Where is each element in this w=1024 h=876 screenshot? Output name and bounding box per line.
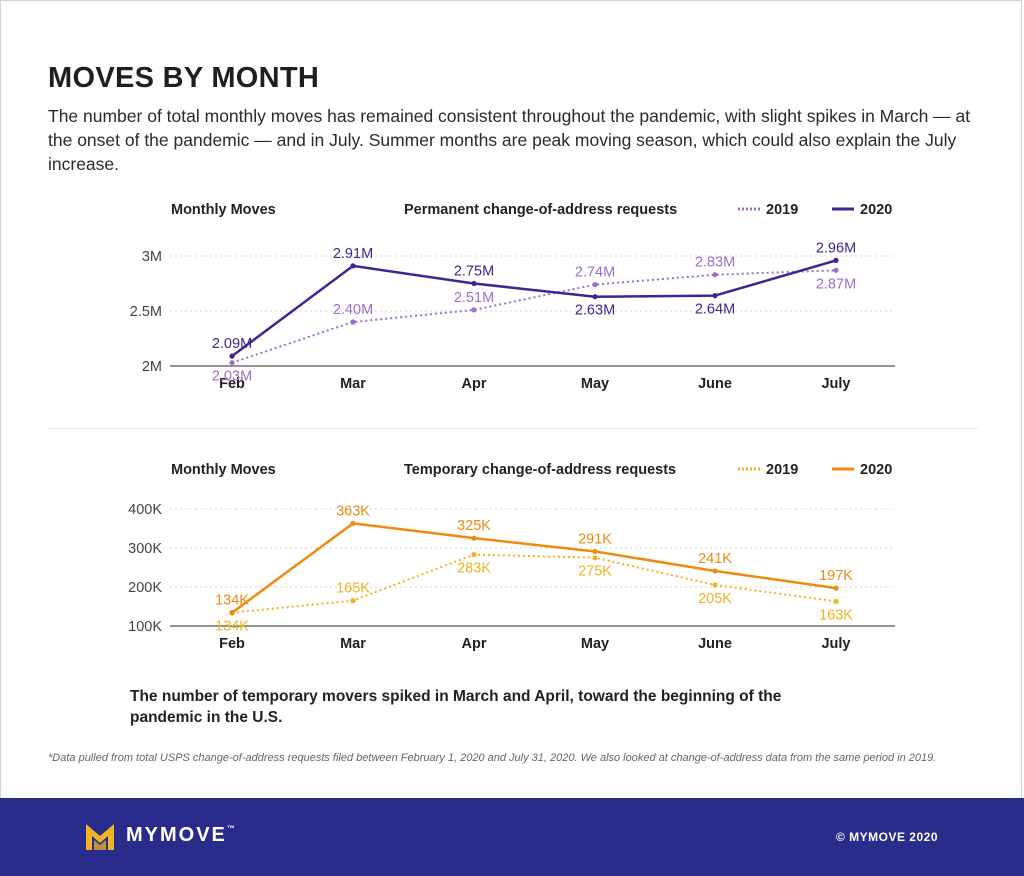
- data-label-2020: 134K: [215, 593, 249, 609]
- x-tick-label: June: [698, 376, 732, 392]
- legend-label-2020: 2020: [860, 202, 892, 218]
- data-point-2020: [712, 568, 718, 574]
- data-point-2019: [592, 555, 598, 561]
- y-tick-label: 300K: [128, 541, 162, 557]
- data-point-2020: [592, 548, 598, 555]
- data-label-2020: 241K: [698, 551, 732, 567]
- chart-divider: [48, 428, 978, 429]
- series-line-2020: [231, 259, 837, 358]
- x-tick-label: May: [581, 376, 609, 392]
- chart-left-title: Monthly Moves: [171, 462, 276, 478]
- x-tick-label: Mar: [340, 376, 366, 392]
- footnote: *Data pulled from total USPS change-of-a…: [48, 752, 937, 764]
- data-point-2020: [712, 293, 718, 299]
- data-label-2019: 163K: [819, 607, 853, 623]
- x-tick-label: July: [821, 376, 850, 392]
- data-point-2019: [592, 282, 598, 288]
- data-point-2020: [350, 520, 356, 526]
- chart-note: The number of temporary movers spiked in…: [130, 688, 782, 726]
- data-label-2019: 205K: [698, 591, 732, 607]
- data-label-2020: 2.75M: [454, 264, 494, 280]
- data-label-2020: 2.64M: [695, 302, 735, 318]
- x-tick-label: Apr: [462, 636, 487, 652]
- data-point-2019: [833, 267, 839, 273]
- data-point-2020: [471, 280, 477, 287]
- data-label-2019: 2.87M: [816, 276, 856, 292]
- y-tick-label: 100K: [128, 619, 162, 635]
- data-point-2019: [350, 319, 356, 325]
- data-point-2020: [229, 353, 235, 359]
- data-label-2019: 2.74M: [575, 265, 615, 281]
- data-label-2019: 134K: [215, 619, 249, 635]
- data-label-2019: 2.03M: [212, 369, 252, 385]
- x-tick-label: July: [821, 636, 850, 652]
- data-label-2020: 325K: [457, 518, 491, 534]
- permanent-chart: Monthly Moves Permanent change-of-address…: [130, 202, 895, 392]
- data-point-2020: [229, 610, 235, 616]
- data-label-2020: 2.96M: [816, 240, 856, 256]
- series-line-2020: [231, 522, 837, 614]
- y-tick-label: 2.5M: [130, 304, 162, 320]
- mymove-m-logo-icon: [86, 824, 114, 850]
- y-tick-label: 200K: [128, 580, 162, 596]
- legend-label-2019: 2019: [766, 202, 798, 218]
- legend-label-2020: 2020: [860, 462, 892, 478]
- data-label-2019: 2.83M: [695, 255, 735, 271]
- data-point-2020: [833, 585, 839, 591]
- data-point-2019: [712, 582, 718, 588]
- x-tick-label: May: [581, 636, 609, 652]
- x-tick-label: Apr: [462, 376, 487, 392]
- data-label-2019: 283K: [457, 561, 491, 577]
- data-label-2020: 2.09M: [212, 336, 252, 352]
- y-tick-label: 400K: [128, 502, 162, 518]
- y-tick-label: 3M: [142, 249, 162, 265]
- data-point-2020: [592, 294, 598, 300]
- data-point-2019: [350, 598, 356, 604]
- data-point-2020: [471, 535, 477, 541]
- data-label-2020: 2.63M: [575, 303, 615, 319]
- data-label-2019: 165K: [336, 581, 370, 597]
- footer-copyright: © MYMOVE 2020: [835, 830, 938, 844]
- data-point-2020: [833, 257, 839, 263]
- data-label-2020: 2.91M: [333, 246, 373, 262]
- temporary-chart: Monthly Moves Temporary change-of-address…: [128, 462, 895, 652]
- page-title: MOVES BY MONTH: [48, 62, 320, 94]
- data-label-2019: 275K: [578, 564, 612, 580]
- page-frame: [0, 0, 1022, 798]
- x-tick-label: Mar: [340, 636, 366, 652]
- footer-bar: [0, 798, 1024, 876]
- data-label-2020: 197K: [819, 568, 853, 584]
- series-line-2019: [231, 269, 837, 364]
- legend-label-2019: 2019: [766, 462, 798, 478]
- data-point-2019: [471, 551, 477, 558]
- data-point-2019: [471, 307, 477, 313]
- x-tick-label: Feb: [219, 636, 245, 652]
- data-label-2019: 2.40M: [333, 302, 373, 318]
- x-tick-label: Feb: [219, 376, 245, 392]
- page-subtitle: The number of total monthly moves has re…: [48, 106, 971, 174]
- data-point-2020: [350, 263, 356, 269]
- x-tick-label: June: [698, 636, 732, 652]
- chart-left-title: Monthly Moves: [171, 202, 276, 218]
- data-label-2020: 291K: [578, 531, 612, 547]
- data-label-2019: 2.51M: [454, 290, 494, 306]
- data-point-2019: [833, 598, 839, 605]
- chart-title: Temporary change-of-address requests: [404, 462, 676, 478]
- footer-brand: MYMOVE™: [126, 824, 235, 846]
- series-line-2019: [231, 553, 837, 614]
- data-label-2020: 363K: [336, 503, 370, 519]
- data-point-2019: [712, 272, 718, 278]
- y-tick-label: 2M: [142, 359, 162, 375]
- data-point-2019: [229, 360, 235, 366]
- chart-title: Permanent change-of-address requests: [404, 202, 677, 218]
